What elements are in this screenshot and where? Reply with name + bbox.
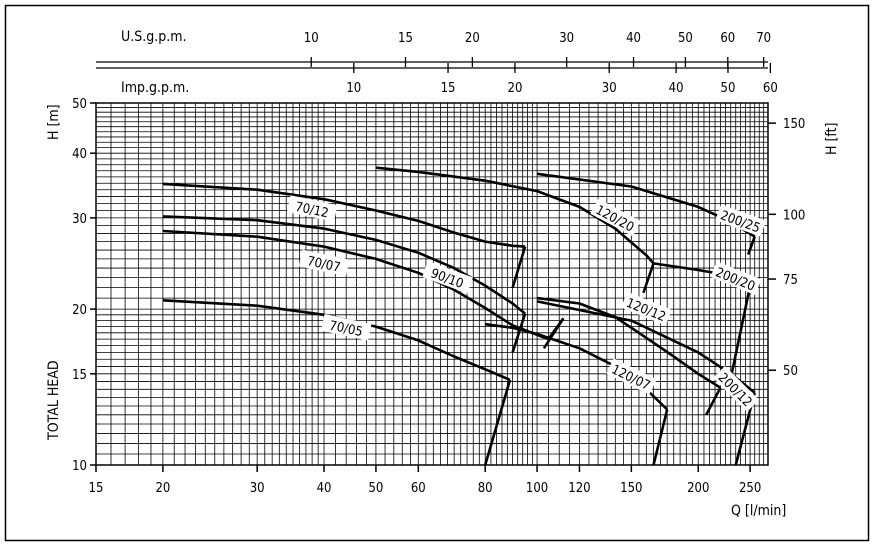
imp-gpm-tick-label: 20 — [508, 81, 523, 96]
x-tick-label: 150 — [620, 481, 642, 496]
curve-label-text: 70/05 — [328, 318, 364, 340]
curve-label-bg — [606, 358, 657, 395]
us-gpm-tick-label: 70 — [756, 31, 771, 46]
y-tick-label: 10 — [72, 459, 87, 474]
x-tick-label: 250 — [739, 481, 761, 496]
x-tick-label: 80 — [478, 481, 493, 496]
curve-label-bg — [286, 195, 338, 222]
right-tick-label: 75 — [783, 273, 798, 288]
us-gpm-label: U.S.g.p.m. — [121, 29, 186, 45]
curve-120-12 — [536, 296, 722, 389]
imp-gpm-label: Imp.g.p.m. — [121, 80, 189, 96]
y-tick-label: 20 — [72, 303, 87, 318]
q-axis-label: Q [l/min] — [731, 503, 786, 519]
curve-label-bg — [422, 261, 474, 294]
curve-label-text: 70/07 — [306, 254, 342, 276]
curve-label-bg — [715, 204, 767, 237]
x-tick-label: 200 — [687, 481, 709, 496]
curve-90-10 — [162, 215, 526, 315]
x-tick-label: 15 — [89, 481, 104, 496]
cutoff-70-12 — [511, 246, 527, 289]
curve-120-20 — [375, 166, 655, 265]
imp-gpm-tick-label: 30 — [602, 81, 617, 96]
x-tick-label: 40 — [317, 481, 332, 496]
right-tick-label: 100 — [783, 208, 805, 223]
cutoff-70-05 — [483, 379, 512, 466]
x-tick-label: 20 — [155, 481, 170, 496]
x-tick-label: 30 — [250, 481, 265, 496]
curve-labels: 70/0570/0770/1290/10120/07120/12120/2020… — [286, 195, 767, 412]
curve-70-05 — [162, 299, 511, 382]
curve-label-bg — [713, 365, 760, 412]
cutoff-70-07 — [542, 317, 565, 350]
outer-border — [4, 4, 870, 542]
right-tick-label: 50 — [783, 364, 798, 379]
cutoff-120-20 — [642, 262, 655, 294]
x-tick-label: 100 — [526, 481, 548, 496]
curve-label-bg — [590, 198, 641, 237]
right-tick-label: 150 — [783, 117, 805, 132]
us-gpm-tick-label: 40 — [626, 31, 641, 46]
plot-area-frame — [95, 102, 769, 466]
imp-gpm-tick-label: 60 — [763, 81, 778, 96]
curve-label-70-07: 70/07 — [298, 249, 350, 277]
axes: 15 20 30 40 50 60 80 100 120 150 200 25010152030405… — [72, 31, 805, 496]
imp-gpm-tick-label: 10 — [346, 81, 361, 96]
curve-label-70-05: 70/05 — [321, 314, 372, 341]
cutoff-120-12 — [705, 387, 722, 416]
x-tick-label: 60 — [411, 481, 426, 496]
us-gpm-tick-label: 15 — [398, 31, 413, 46]
cutoff-120-07 — [652, 409, 669, 466]
curve-70-12 — [162, 182, 526, 248]
curve-label-bg — [321, 314, 372, 341]
curve-label-bg — [298, 249, 350, 277]
y-tick-label: 40 — [72, 147, 87, 162]
us-gpm-tick-label: 30 — [559, 31, 574, 46]
us-gpm-tick-label: 10 — [304, 31, 319, 46]
cutoff-90-10 — [511, 313, 527, 353]
imp-gpm-tick-label: 40 — [669, 81, 684, 96]
x-tick-label: 120 — [568, 481, 590, 496]
curve-label-70-12: 70/12 — [286, 195, 338, 222]
total-head-label: TOTAL HEAD — [46, 360, 62, 441]
cutoff-200-20 — [730, 281, 753, 375]
h-ft-label: H [ft] — [824, 123, 840, 155]
us-gpm-tick-label: 50 — [678, 31, 693, 46]
us-gpm-tick-label: 20 — [465, 31, 480, 46]
h-m-label: H [m] — [46, 104, 62, 140]
imp-gpm-tick-label: 50 — [721, 81, 736, 96]
curve-label-text: 70/12 — [294, 200, 330, 222]
imp-gpm-tick-label: 15 — [441, 81, 456, 96]
cutoff-200-25 — [746, 236, 756, 255]
y-tick-label: 50 — [72, 97, 87, 112]
us-gpm-tick-label: 60 — [720, 31, 735, 46]
y-tick-label: 15 — [72, 368, 87, 383]
x-tick-label: 50 — [368, 481, 383, 496]
curve-label-bg — [710, 261, 762, 296]
y-tick-label: 30 — [72, 212, 87, 227]
curve-label-bg — [621, 291, 672, 326]
